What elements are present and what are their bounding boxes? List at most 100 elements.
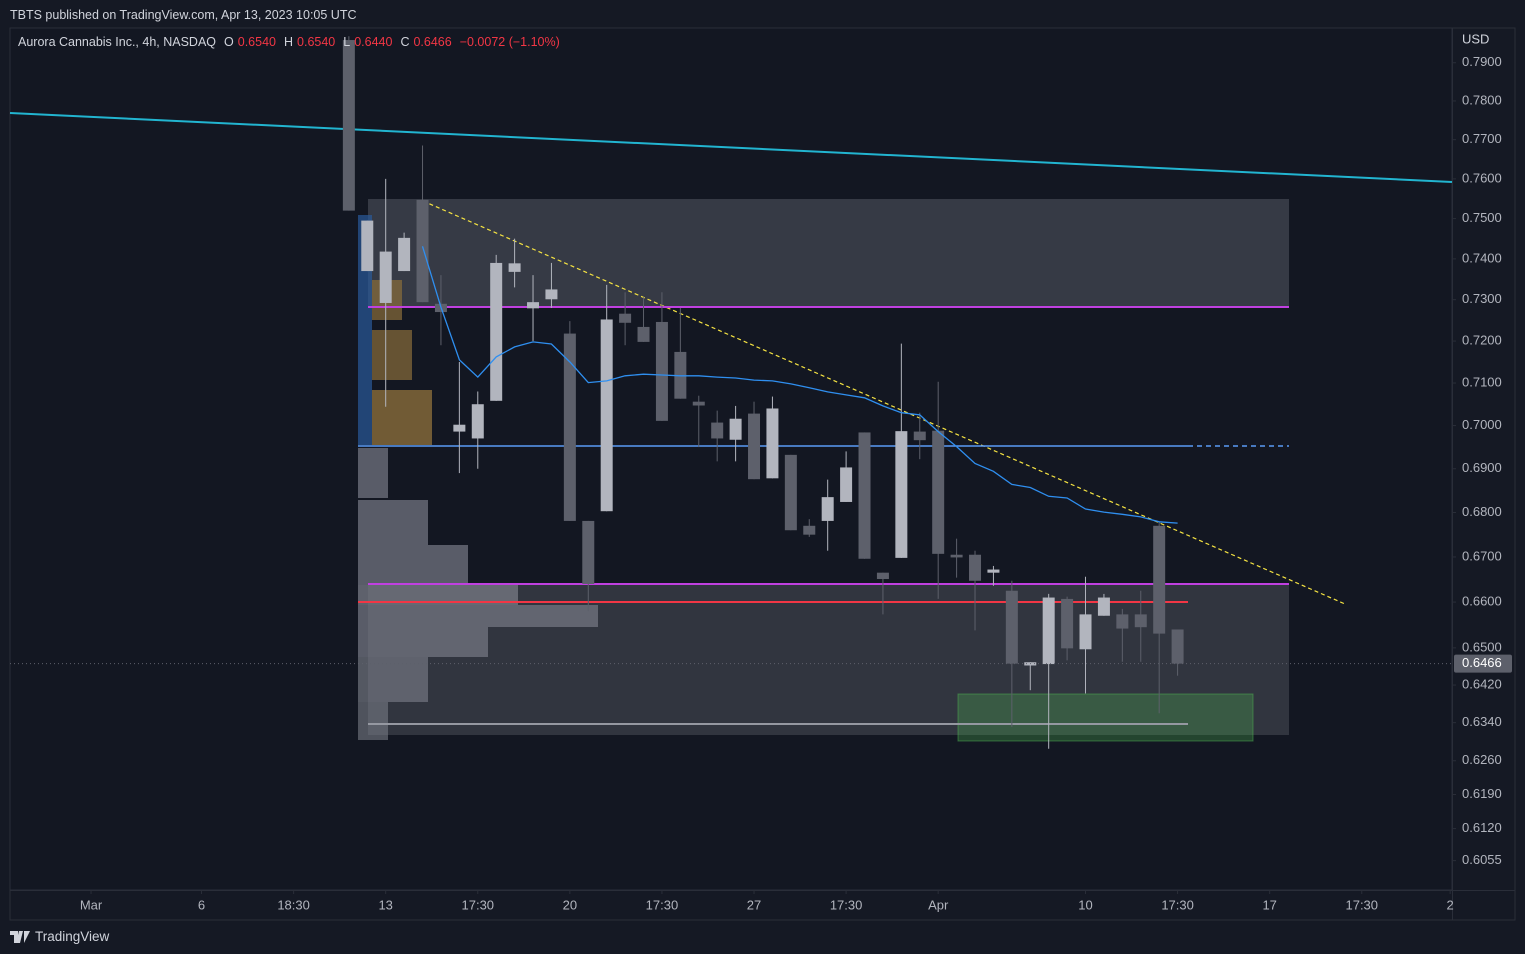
candle	[1005, 580, 1018, 727]
y-tick-label: 0.6055	[1462, 852, 1502, 867]
body	[1134, 614, 1147, 628]
body	[545, 289, 558, 300]
body	[1153, 525, 1166, 634]
candle	[987, 565, 1000, 586]
body	[1171, 629, 1184, 664]
body	[655, 321, 668, 421]
body	[766, 408, 779, 479]
y-tick-label: 0.6420	[1462, 676, 1502, 691]
y-tick-label: 0.7100	[1462, 374, 1502, 389]
candle	[895, 343, 908, 558]
footer: TradingView	[10, 929, 109, 944]
x-tick-label: 18:30	[277, 897, 310, 912]
x-tick-label: 17	[1262, 897, 1276, 912]
body	[600, 319, 613, 512]
x-tick-label: 17:30	[830, 897, 863, 912]
last-price-label: 0.6466	[1462, 655, 1502, 670]
body	[1061, 598, 1074, 649]
legend: Aurora Cannabis Inc., 4h, NASDAQ O 0.6540…	[18, 35, 564, 49]
candle	[1042, 593, 1055, 749]
candle	[471, 391, 484, 469]
y-tick-label: 0.6800	[1462, 504, 1502, 519]
candle	[950, 538, 963, 578]
candle	[1171, 629, 1184, 676]
body	[453, 424, 466, 432]
body	[803, 525, 816, 535]
candle	[913, 412, 926, 460]
target-zone	[957, 693, 1254, 742]
body	[508, 263, 521, 272]
body	[527, 302, 540, 309]
y-tick-label: 0.6500	[1462, 639, 1502, 654]
body	[1097, 597, 1110, 616]
currency-label: USD	[1462, 31, 1489, 46]
body	[582, 520, 595, 584]
candle	[876, 572, 889, 615]
y-tick-label: 0.6700	[1462, 548, 1502, 563]
profile-bar	[358, 627, 488, 657]
change: −0.0072 (−1.10%)	[459, 35, 560, 49]
plot-area	[9, 27, 1453, 891]
close-value: 0.6466	[413, 35, 452, 49]
last-price-tag	[1454, 654, 1512, 673]
body	[342, 40, 355, 211]
candle	[527, 275, 540, 342]
body	[1116, 614, 1129, 629]
body	[416, 199, 429, 303]
candle	[1079, 576, 1092, 694]
body	[932, 430, 945, 554]
candle	[1097, 593, 1110, 616]
candle	[416, 145, 429, 303]
candle	[803, 519, 816, 537]
body	[729, 418, 742, 440]
profile-bar	[358, 702, 388, 740]
high-value: 0.6540	[297, 35, 336, 49]
body	[876, 572, 889, 579]
y-tick-label: 0.6120	[1462, 820, 1502, 835]
frame	[9, 27, 1516, 921]
candle	[784, 454, 797, 531]
x-tick-label: Mar	[80, 897, 103, 912]
x-tick-label: 10	[1078, 897, 1092, 912]
body	[490, 262, 503, 401]
profile-bar	[372, 390, 432, 445]
body	[913, 431, 926, 441]
candle	[858, 432, 871, 559]
profile-bar	[358, 657, 428, 702]
body	[895, 431, 908, 558]
y-tick-label: 0.6600	[1462, 594, 1502, 609]
candle	[545, 262, 558, 308]
x-tick-label: 27	[747, 897, 761, 912]
candle	[840, 451, 853, 502]
x-tick-label: 13	[378, 897, 392, 912]
body	[748, 413, 761, 480]
y-tick-label: 0.7500	[1462, 210, 1502, 225]
candle	[969, 550, 982, 631]
x-tick-label: Apr	[928, 897, 949, 912]
candle	[637, 297, 650, 342]
profile-bar	[358, 605, 598, 627]
y-tick-label: 0.7800	[1462, 92, 1502, 107]
volume-profile	[358, 215, 598, 740]
body	[1042, 597, 1055, 665]
body	[1079, 614, 1092, 650]
candle	[748, 401, 761, 480]
low-value: 0.6440	[354, 35, 393, 49]
y-tick-label: 0.6340	[1462, 714, 1502, 729]
body	[379, 251, 392, 303]
candle	[821, 479, 834, 551]
candle	[453, 361, 466, 474]
trend-line	[9, 112, 1453, 183]
profile-bar	[358, 545, 468, 585]
candle	[379, 178, 392, 407]
y-tick-label: 0.7700	[1462, 131, 1502, 146]
candle	[692, 395, 705, 448]
body	[950, 554, 963, 558]
profile-bar	[358, 500, 428, 545]
x-tick-label: 17:30	[462, 897, 495, 912]
brand: TradingView	[35, 929, 110, 944]
candle	[490, 254, 503, 401]
symbol: Aurora Cannabis Inc., 4h, NASDAQ	[18, 35, 217, 49]
y-tick-label: 0.6260	[1462, 752, 1502, 767]
x-tick-label: 17:30	[1161, 897, 1194, 912]
